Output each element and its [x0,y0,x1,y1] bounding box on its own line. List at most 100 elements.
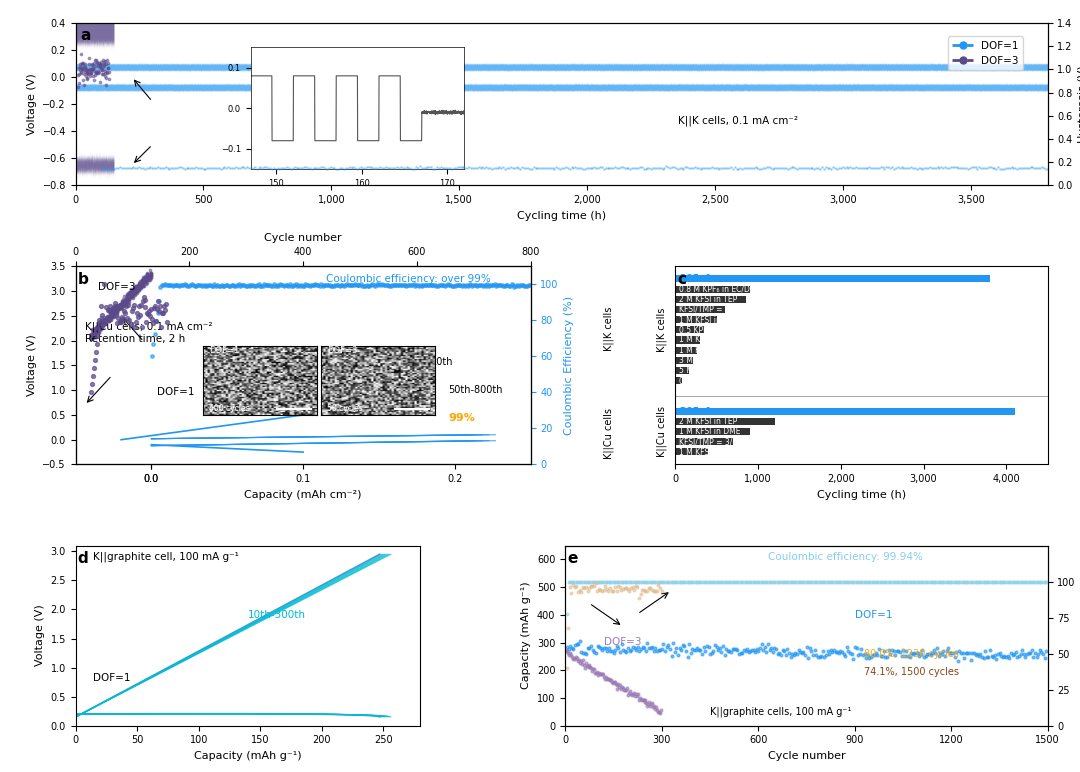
Point [611,575,629,587]
Point [105,306,122,319]
Point [692,644,710,656]
Point [102,309,119,321]
Point [96,311,113,323]
Point [1005,575,1023,587]
Point [104,306,121,319]
Y-axis label: Coulombic Efficiency (%): Coulombic Efficiency (%) [564,296,575,435]
Point [112,300,130,313]
Point [305,161,322,174]
Point [648,584,665,597]
Point [897,645,915,657]
Point [639,698,657,710]
Point [110,300,127,312]
Point [124,283,141,296]
Point [726,161,743,173]
Point [849,162,866,174]
Point [129,283,146,295]
Point [130,283,147,296]
Point [91,321,108,334]
Point [631,591,648,604]
Point [788,575,806,587]
Point [100,311,118,323]
Point [413,161,430,174]
Point [631,161,648,174]
Point [971,161,988,173]
Point [92,316,109,328]
Point [635,693,652,706]
Point [837,575,854,587]
Point [75,57,92,69]
Point [883,644,901,656]
Point [134,275,151,287]
Point [568,652,585,665]
Point [256,278,273,290]
Point [578,659,595,672]
Point [809,575,826,587]
Point [131,282,148,294]
Point [630,694,647,706]
Point [621,584,638,597]
Point [156,300,173,312]
Point [1037,163,1054,175]
Point [89,320,106,333]
Bar [675,428,750,435]
Point [993,650,1010,662]
Point [692,576,710,588]
Point [785,649,802,662]
Point [758,161,775,173]
Point [998,651,1015,663]
Point [755,575,772,587]
Point [189,162,206,174]
Point [82,386,99,398]
Point [998,575,1015,587]
Point [733,575,751,587]
Point [113,161,131,174]
Point [626,642,644,654]
Point [103,308,120,320]
Point [489,279,507,291]
Point [137,300,154,313]
Point [158,279,175,291]
Point [879,161,896,174]
Point [588,667,605,679]
Point [172,279,189,292]
Point [127,280,145,293]
Point [151,162,168,174]
Point [96,317,113,330]
Point [411,161,429,173]
Point [809,651,826,663]
Point [572,575,590,587]
Point [783,648,800,660]
Point [740,161,757,174]
Point [838,575,855,587]
Point [814,645,832,657]
Point [940,575,957,587]
Point [152,280,170,293]
Point [113,303,131,315]
Point [119,290,136,303]
Point [71,63,89,76]
Point [582,162,599,174]
Point [896,162,914,174]
Point [801,642,819,655]
Point [862,651,879,663]
Point [1023,644,1040,656]
Point [148,161,165,174]
Point [148,303,165,316]
Point [118,293,135,306]
Point [507,162,524,174]
Point [104,308,121,320]
Point [112,314,130,327]
Point [566,581,583,594]
Point [220,280,238,293]
Point [119,287,136,300]
Point [821,575,838,587]
Point [959,646,976,659]
Point [77,69,94,82]
Point [94,61,111,73]
Point [752,575,769,587]
Point [623,575,640,587]
Point [382,279,400,292]
Point [865,648,882,661]
Point [97,316,114,328]
